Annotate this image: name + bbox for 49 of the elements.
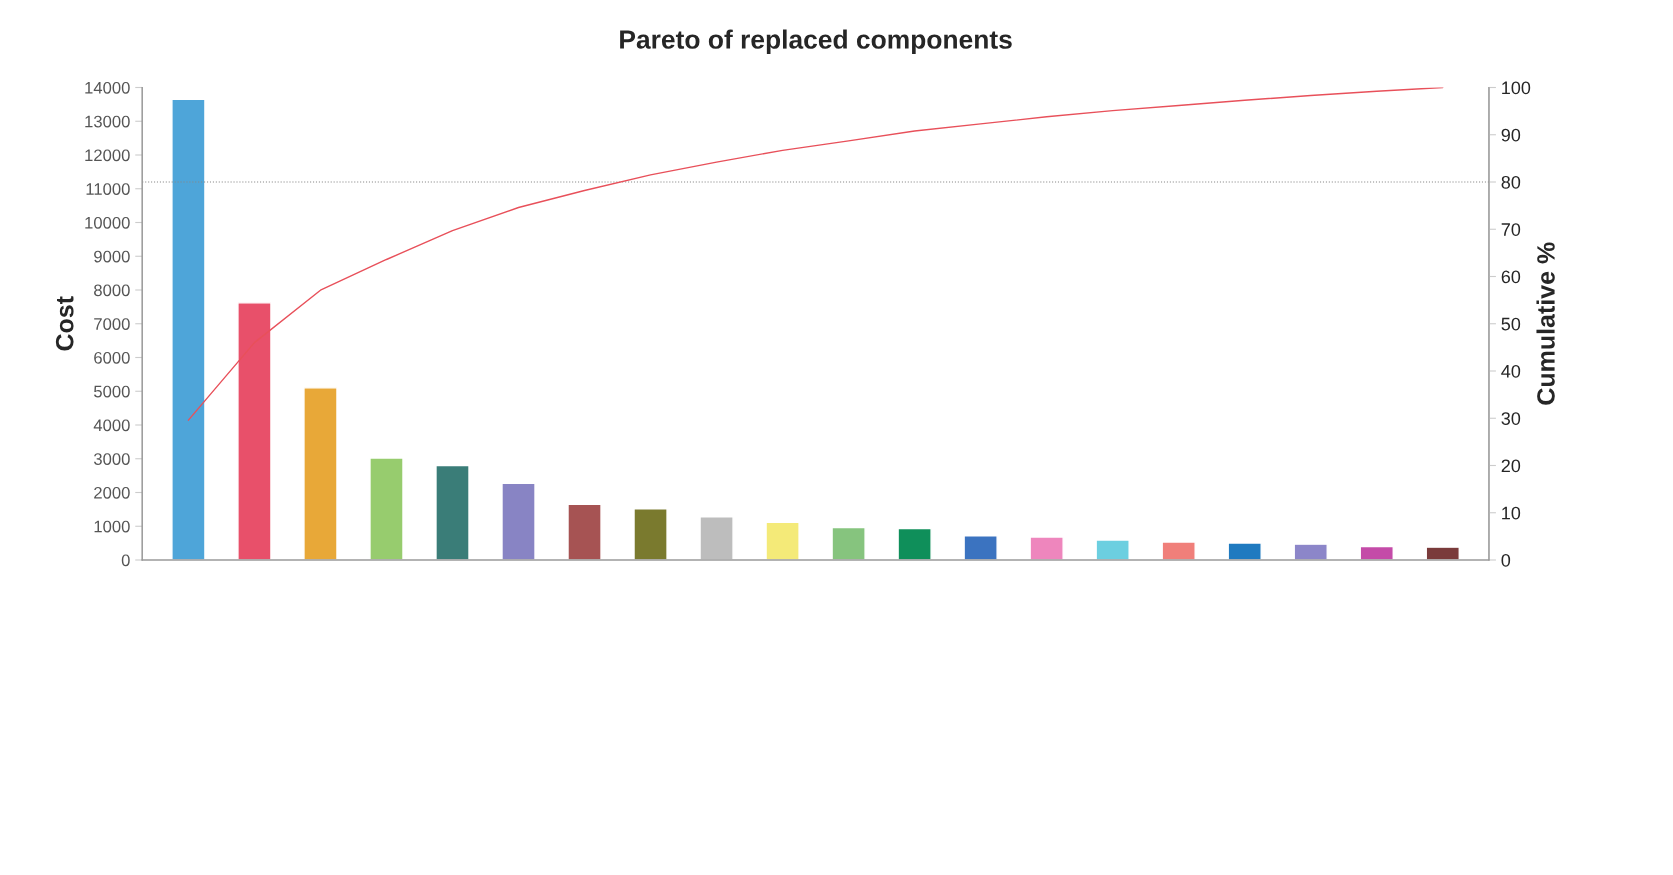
y2-tick-label: 100 — [1502, 81, 1531, 95]
y2-tick-label: 40 — [1501, 364, 1521, 378]
y2-tick-label: 30 — [1501, 412, 1521, 425]
bar — [1293, 543, 1328, 560]
bar — [171, 98, 206, 560]
y-tick-label: 14000 — [85, 81, 130, 94]
bar — [237, 302, 272, 560]
bar — [1359, 545, 1394, 560]
y-tick-label: 10000 — [85, 216, 130, 229]
bar — [633, 508, 668, 560]
y-tick-label: 4000 — [93, 419, 130, 432]
y2-tick-label: 0 — [1501, 553, 1511, 567]
bar — [1227, 542, 1262, 560]
bar — [897, 527, 932, 560]
y-tick-label: 9000 — [94, 250, 130, 263]
y-axis-title: Cost — [55, 296, 74, 351]
bar — [765, 521, 800, 560]
y-tick-label: 8000 — [94, 284, 130, 297]
chart-title: Pareto of replaced components — [620, 29, 1012, 55]
y-tick-label: 1000 — [94, 520, 130, 533]
y2-tick-label: 90 — [1501, 128, 1521, 142]
y2-tick-label: 50 — [1501, 317, 1521, 331]
y-tick-label: 0 — [121, 554, 130, 567]
bar — [501, 482, 536, 560]
bar — [1029, 536, 1064, 560]
bar — [303, 387, 338, 560]
y-tick-label: 2000 — [94, 486, 130, 499]
y-tick-label: 7000 — [94, 318, 130, 330]
y2-tick-label: 80 — [1501, 175, 1521, 189]
y2-tick-label: 10 — [1502, 506, 1521, 520]
bar — [369, 457, 404, 560]
bar — [699, 516, 734, 560]
bar — [435, 464, 470, 560]
bar — [567, 503, 602, 560]
y2-tick-label: 70 — [1501, 223, 1521, 236]
y-tick-label: 5000 — [93, 385, 130, 398]
y-tick-label: 13000 — [85, 115, 130, 128]
y-tick-label: 11000 — [86, 183, 130, 195]
y-tick-label: 12000 — [85, 149, 130, 162]
y-tick-label: 6000 — [94, 351, 130, 364]
bar — [1095, 539, 1130, 560]
y2-tick-label: 20 — [1501, 459, 1521, 473]
bar — [831, 526, 866, 560]
bar — [963, 535, 998, 560]
y2-tick-label: 60 — [1501, 270, 1521, 284]
y2-axis-title: Cumulative % — [1536, 242, 1555, 405]
bar — [1425, 546, 1460, 560]
y-tick-label: 3000 — [93, 453, 130, 465]
bar — [1161, 541, 1196, 560]
